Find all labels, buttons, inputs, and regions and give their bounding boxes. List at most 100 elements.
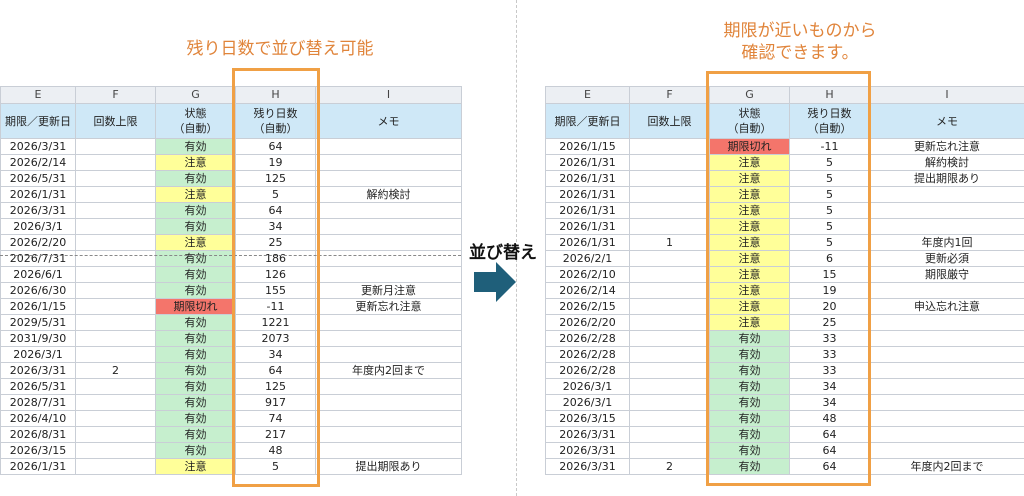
cell-status[interactable]: 有効	[155, 330, 236, 347]
cell-status[interactable]: 注意	[155, 154, 236, 171]
cell-limit[interactable]	[629, 186, 710, 203]
cell-date[interactable]: 2026/2/20	[545, 314, 630, 331]
cell-memo[interactable]	[315, 234, 462, 251]
cell-date[interactable]: 2026/3/31	[0, 138, 76, 155]
cell-memo[interactable]	[315, 170, 462, 187]
cell-date[interactable]: 2028/7/31	[0, 394, 76, 411]
cell-date[interactable]: 2026/8/31	[0, 426, 76, 443]
cell-date[interactable]: 2026/2/14	[0, 154, 76, 171]
cell-days[interactable]: 5	[789, 154, 870, 171]
column-letter-e[interactable]: E	[0, 86, 76, 104]
cell-limit[interactable]	[629, 410, 710, 427]
cell-date[interactable]: 2026/1/31	[545, 186, 630, 203]
cell-days[interactable]: 34	[789, 378, 870, 395]
cell-days[interactable]: 126	[235, 266, 316, 283]
cell-status[interactable]: 有効	[155, 426, 236, 443]
cell-memo[interactable]	[869, 394, 1024, 411]
cell-memo[interactable]	[869, 426, 1024, 443]
cell-memo[interactable]: 期限厳守	[869, 266, 1024, 283]
cell-limit[interactable]	[629, 378, 710, 395]
cell-days[interactable]: 64	[789, 458, 870, 475]
cell-limit[interactable]	[629, 442, 710, 459]
cell-memo[interactable]	[315, 346, 462, 363]
cell-memo[interactable]	[869, 282, 1024, 299]
cell-days[interactable]: 64	[235, 202, 316, 219]
cell-limit[interactable]	[75, 378, 156, 395]
cell-date[interactable]: 2026/1/31	[545, 234, 630, 251]
cell-memo[interactable]: 更新忘れ注意	[315, 298, 462, 315]
cell-limit[interactable]	[75, 202, 156, 219]
cell-memo[interactable]: 更新必須	[869, 250, 1024, 267]
cell-status[interactable]: 注意	[709, 170, 790, 187]
cell-status[interactable]: 有効	[155, 394, 236, 411]
column-letter-h[interactable]: H	[789, 86, 870, 104]
cell-memo[interactable]	[315, 154, 462, 171]
cell-days[interactable]: 217	[235, 426, 316, 443]
cell-status[interactable]: 期限切れ	[155, 298, 236, 315]
cell-status[interactable]: 注意	[709, 154, 790, 171]
cell-limit[interactable]	[629, 154, 710, 171]
cell-days[interactable]: 33	[789, 346, 870, 363]
cell-date[interactable]: 2026/2/28	[545, 346, 630, 363]
column-letter-g[interactable]: G	[709, 86, 790, 104]
cell-memo[interactable]: 年度内2回まで	[869, 458, 1024, 475]
cell-days[interactable]: 33	[789, 362, 870, 379]
cell-memo[interactable]: 解約検討	[315, 186, 462, 203]
cell-date[interactable]: 2026/2/28	[545, 330, 630, 347]
cell-limit[interactable]	[629, 314, 710, 331]
cell-status[interactable]: 有効	[709, 346, 790, 363]
cell-memo[interactable]: 更新忘れ注意	[869, 138, 1024, 155]
cell-days[interactable]: 2073	[235, 330, 316, 347]
cell-limit[interactable]	[75, 394, 156, 411]
cell-limit[interactable]	[629, 266, 710, 283]
column-letter-f[interactable]: F	[629, 86, 710, 104]
cell-days[interactable]: 64	[789, 442, 870, 459]
cell-limit[interactable]	[75, 282, 156, 299]
cell-status[interactable]: 有効	[155, 442, 236, 459]
cell-limit[interactable]	[629, 218, 710, 235]
cell-date[interactable]: 2026/6/1	[0, 266, 76, 283]
cell-status[interactable]: 有効	[155, 266, 236, 283]
cell-date[interactable]: 2026/3/31	[0, 202, 76, 219]
cell-date[interactable]: 2026/7/31	[0, 250, 76, 267]
cell-days[interactable]: 19	[789, 282, 870, 299]
cell-date[interactable]: 2026/2/14	[545, 282, 630, 299]
cell-limit[interactable]	[629, 394, 710, 411]
cell-status[interactable]: 有効	[155, 346, 236, 363]
cell-days[interactable]: 1221	[235, 314, 316, 331]
column-letter-i[interactable]: I	[869, 86, 1024, 104]
cell-limit[interactable]	[75, 298, 156, 315]
cell-limit[interactable]	[629, 330, 710, 347]
cell-limit[interactable]	[629, 362, 710, 379]
cell-days[interactable]: 34	[789, 394, 870, 411]
cell-memo[interactable]: 申込忘れ注意	[869, 298, 1024, 315]
cell-memo[interactable]	[315, 202, 462, 219]
cell-date[interactable]: 2031/9/30	[0, 330, 76, 347]
cell-status[interactable]: 有効	[709, 394, 790, 411]
cell-memo[interactable]	[869, 218, 1024, 235]
header-date[interactable]: 期限／更新日	[0, 103, 76, 139]
cell-limit[interactable]	[629, 250, 710, 267]
cell-limit[interactable]: 2	[75, 362, 156, 379]
cell-days[interactable]: 125	[235, 170, 316, 187]
cell-date[interactable]: 2026/5/31	[0, 170, 76, 187]
cell-memo[interactable]: 提出期限あり	[869, 170, 1024, 187]
column-letter-e[interactable]: E	[545, 86, 630, 104]
header-status[interactable]: 状態 （自動）	[709, 103, 790, 139]
cell-date[interactable]: 2026/6/30	[0, 282, 76, 299]
cell-memo[interactable]	[869, 362, 1024, 379]
cell-date[interactable]: 2026/3/15	[0, 442, 76, 459]
cell-date[interactable]: 2026/2/28	[545, 362, 630, 379]
header-days[interactable]: 残り日数 （自動）	[789, 103, 870, 139]
cell-memo[interactable]	[869, 410, 1024, 427]
cell-days[interactable]: 64	[235, 138, 316, 155]
cell-limit[interactable]	[629, 202, 710, 219]
cell-status[interactable]: 有効	[155, 202, 236, 219]
column-letter-h[interactable]: H	[235, 86, 316, 104]
cell-status[interactable]: 注意	[155, 186, 236, 203]
column-letter-i[interactable]: I	[315, 86, 462, 104]
cell-date[interactable]: 2026/1/15	[0, 298, 76, 315]
cell-days[interactable]: 25	[789, 314, 870, 331]
cell-date[interactable]: 2026/3/1	[0, 218, 76, 235]
cell-memo[interactable]	[869, 378, 1024, 395]
